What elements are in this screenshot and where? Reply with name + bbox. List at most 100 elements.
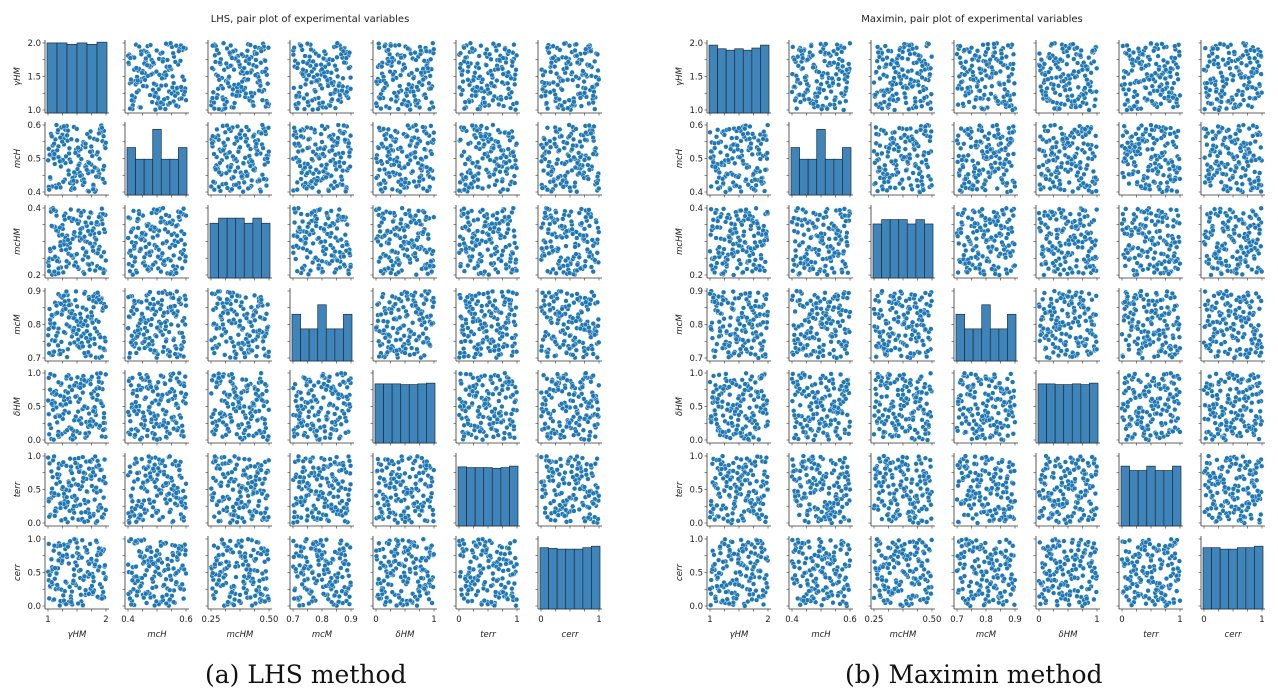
cell-mcH-vs-mcHM — [205, 122, 272, 198]
scatter-point — [490, 122, 496, 128]
scatter-point — [221, 304, 227, 310]
scatter-point — [314, 428, 320, 434]
scatter-point — [235, 332, 242, 338]
scatter-point — [382, 166, 388, 173]
scatter-point — [68, 252, 74, 259]
scatter-point — [388, 310, 394, 316]
scatter-point — [541, 80, 548, 86]
scatter-point — [60, 179, 66, 185]
scatter-point — [147, 92, 153, 98]
scatter-point — [540, 72, 546, 78]
scatter-point — [394, 93, 400, 100]
hist-bar — [152, 128, 162, 196]
scatter-point — [584, 246, 591, 253]
scatter-point — [395, 106, 401, 112]
scatter-point — [576, 210, 582, 216]
scatter-point — [305, 414, 312, 420]
scatter-point — [125, 294, 132, 300]
scatter-point — [538, 390, 544, 396]
scatter-point — [247, 333, 253, 339]
scatter-point — [63, 288, 70, 295]
scatter-point — [550, 178, 557, 184]
scatter-point — [258, 297, 264, 303]
scatter-point — [320, 168, 327, 175]
scatter-point — [173, 103, 179, 109]
scatter-point — [52, 254, 58, 260]
scatter-point — [548, 168, 555, 175]
scatter-point — [182, 374, 188, 380]
scatter-point — [421, 352, 427, 359]
scatter-point — [387, 156, 393, 162]
scatter-point — [158, 219, 164, 225]
scatter-point — [499, 208, 506, 214]
scatter-point — [135, 216, 141, 222]
scatter-point — [544, 45, 551, 51]
scatter-point — [227, 290, 233, 296]
scatter-point — [379, 294, 385, 300]
scatter-point — [409, 345, 415, 351]
scatter-point — [414, 141, 421, 147]
scatter-point — [343, 418, 349, 424]
scatter-point — [49, 401, 55, 407]
scatter-point — [178, 84, 184, 90]
scatter-point — [237, 318, 243, 324]
scatter-point — [265, 433, 272, 440]
scatter-point — [581, 90, 588, 96]
scatter-point — [75, 221, 81, 227]
scatter-point — [246, 432, 252, 438]
scatter-point — [348, 133, 354, 139]
scatter-point — [555, 246, 561, 252]
scatter-point — [457, 295, 464, 301]
scatter-point — [302, 240, 309, 246]
scatter-point — [163, 72, 169, 78]
scatter-point — [399, 205, 405, 211]
scatter-point — [505, 226, 511, 232]
scatter-point — [181, 231, 187, 237]
scatter-point — [293, 393, 300, 399]
scatter-point — [172, 59, 178, 65]
scatter-point — [396, 296, 402, 302]
scatter-point — [80, 343, 86, 350]
scatter-point — [299, 265, 305, 271]
scatter-point — [560, 184, 566, 190]
scatter-point — [64, 132, 70, 138]
scatter-point — [303, 229, 310, 235]
scatter-point — [71, 262, 77, 269]
scatter-point — [328, 173, 334, 179]
scatter-point — [45, 332, 51, 338]
scatter-point — [481, 141, 487, 148]
scatter-point — [458, 314, 464, 320]
scatter-point — [309, 97, 315, 104]
scatter-point — [540, 372, 547, 378]
scatter-point — [138, 421, 144, 427]
scatter-point — [379, 219, 385, 226]
scatter-point — [408, 219, 414, 225]
scatter-point — [578, 103, 585, 109]
scatter-point — [552, 353, 558, 359]
scatter-point — [315, 106, 321, 112]
y-axis-label: mcHM — [13, 227, 23, 254]
scatter-point — [211, 431, 217, 437]
scatter-point — [334, 405, 340, 412]
scatter-point — [413, 183, 419, 190]
scatter-point — [298, 390, 304, 396]
scatter-point — [570, 231, 576, 237]
scatter-point — [167, 219, 173, 226]
scatter-point — [46, 268, 52, 274]
scatter-point — [238, 346, 245, 352]
scatter-point — [560, 327, 566, 334]
scatter-point — [314, 216, 320, 222]
scatter-point — [329, 147, 335, 153]
scatter-point — [462, 338, 468, 344]
scatter-point — [544, 105, 551, 112]
scatter-point — [402, 179, 408, 186]
scatter-point — [307, 268, 314, 274]
scatter-point — [229, 371, 235, 377]
scatter-point — [511, 435, 518, 441]
scatter-point — [161, 310, 167, 316]
scatter-point — [459, 72, 465, 78]
scatter-point — [167, 100, 173, 106]
scatter-point — [482, 321, 488, 327]
scatter-point — [592, 257, 598, 263]
scatter-point — [181, 383, 187, 389]
